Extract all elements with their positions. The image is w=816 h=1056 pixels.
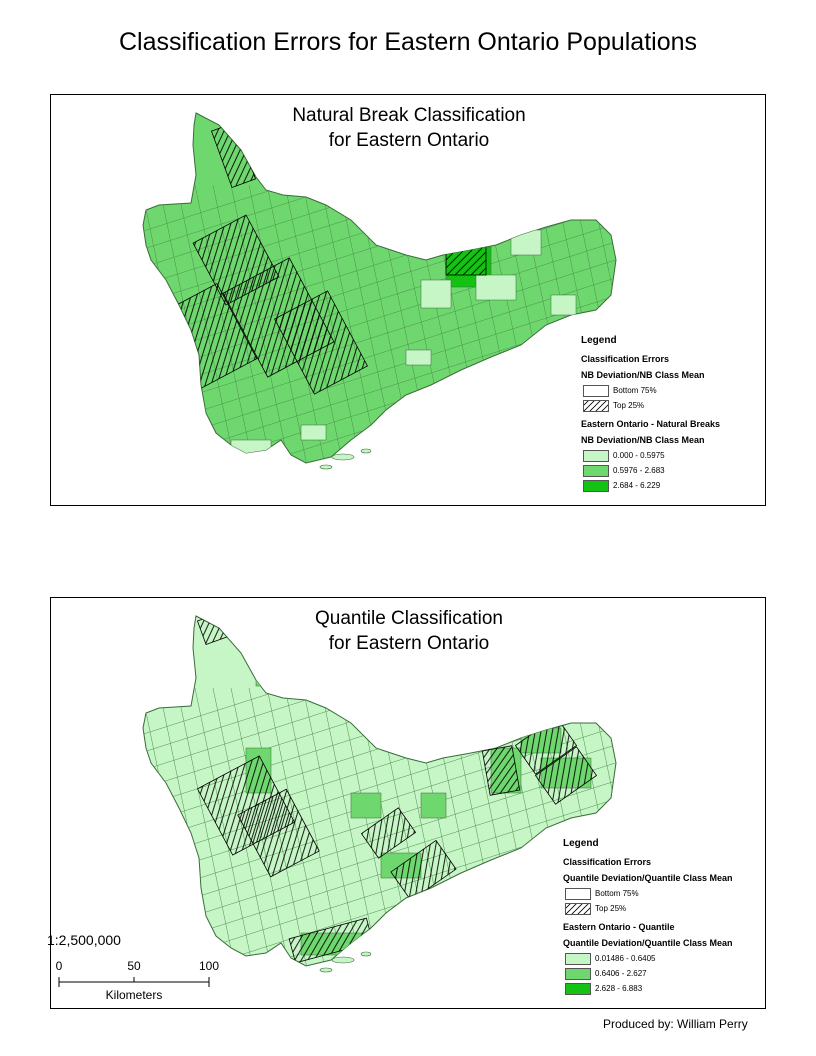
eastern-ontario-outline (142, 615, 617, 967)
top25-error-region (481, 745, 521, 796)
eastern-ontario-outline (142, 112, 617, 464)
legend-item-class2: 0.6406 - 2.627 (565, 966, 733, 981)
quantile-map-title: Quantile Classification for Eastern Onta… (315, 608, 503, 654)
quantile-legend: Legend Classification Errors Quantile De… (563, 838, 733, 996)
top25-error-region (534, 746, 598, 805)
class-region (420, 279, 452, 309)
legend-item-bottom75: Bottom 75% (565, 886, 733, 901)
scale-ratio: 1:2,500,000 (47, 932, 121, 948)
legend-item-class2: 0.5976 - 2.683 (583, 463, 720, 478)
quantile-map (142, 615, 617, 973)
class-region (510, 229, 542, 256)
top25-error-region (237, 788, 320, 878)
class-region (405, 349, 432, 366)
class-region (420, 792, 447, 819)
class-region (300, 424, 327, 441)
island (360, 951, 372, 957)
legend-item-bottom75: Bottom 75% (583, 383, 720, 398)
natural-breaks-legend: Legend Classification Errors NB Deviatio… (581, 335, 720, 493)
island (331, 453, 355, 461)
county-boundary (143, 254, 616, 416)
legend-item-top25: Top 25% (583, 398, 720, 413)
class-region (475, 274, 517, 301)
scale-unit: Kilometers (106, 988, 163, 1002)
legend-item-class3: 2.628 - 6.883 (565, 981, 733, 996)
top25-error-region (445, 244, 487, 276)
legend-item-class1: 0.01486 - 0.6405 (565, 951, 733, 966)
county-boundary (143, 272, 616, 434)
class-region (550, 294, 577, 316)
island (360, 448, 372, 454)
scale-tick-100: 100 (199, 959, 219, 973)
legend-item-top25: Top 25% (565, 901, 733, 916)
island (319, 464, 333, 470)
top25-error-region (360, 807, 417, 859)
natural-breaks-map-title: Natural Break Classification for Eastern… (292, 105, 526, 151)
county-boundary (590, 687, 616, 966)
scale-bar: 0 50 100 Kilometers (56, 959, 220, 1002)
county-boundary (176, 687, 238, 966)
natural-breaks-map (142, 112, 617, 470)
county-boundary (590, 184, 616, 463)
legend-item-class1: 0.000 - 0.5975 (583, 448, 720, 463)
scale-tick-50: 50 (127, 959, 141, 973)
page-title: Classification Errors for Eastern Ontari… (118, 28, 698, 56)
natural-breaks-map-frame: Natural Break Classification for Eastern… (50, 94, 766, 506)
class-region (430, 917, 457, 934)
class-region (350, 792, 382, 819)
legend-item-class3: 2.684 - 6.229 (583, 478, 720, 493)
credit-text: Produced by: William Perry (603, 1017, 748, 1031)
island (331, 956, 355, 964)
scale-tick-0: 0 (56, 959, 63, 973)
top25-error-region (390, 839, 457, 902)
county-boundary (143, 290, 616, 452)
top25-error-region (274, 290, 368, 395)
island (319, 967, 333, 973)
class-region (255, 665, 277, 687)
quantile-map-frame: Quantile Classification for Eastern Onta… (50, 597, 766, 1009)
